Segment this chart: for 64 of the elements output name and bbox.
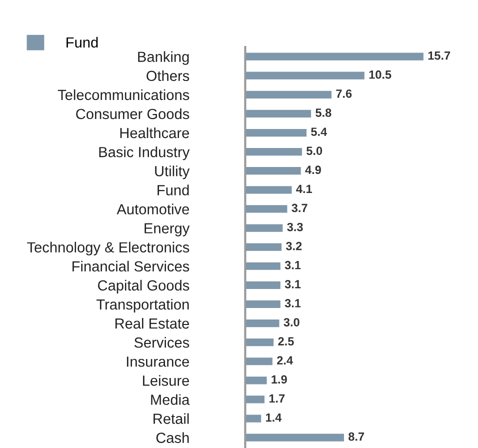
bar: [245, 262, 280, 270]
data-label: 3.2: [286, 242, 302, 250]
y-tick-label: Insurance: [126, 356, 190, 367]
data-label: 2.4: [277, 356, 293, 364]
y-tick-label: Leisure: [143, 375, 190, 386]
data-label: 3.1: [284, 260, 301, 270]
data-label: 3.3: [287, 222, 303, 232]
bar: [245, 281, 280, 289]
y-tick-label: Banking: [138, 51, 189, 65]
data-label: 5.4: [311, 128, 328, 136]
data-label: 5.8: [316, 108, 332, 117]
bar: [245, 319, 280, 328]
bar: [245, 396, 265, 404]
bar: [245, 414, 262, 422]
y-tick-label: Cash: [156, 432, 189, 444]
bar: [245, 224, 283, 232]
bar: [245, 358, 272, 366]
legend-label: Fund: [66, 36, 98, 48]
y-tick-label: Real Estate: [115, 318, 190, 329]
y-tick-label: Basic Industry: [99, 146, 190, 160]
bar: [245, 243, 282, 251]
y-tick-label: Financial Services: [72, 260, 190, 272]
y-tick-label: Retail: [154, 413, 189, 424]
y-tick-label: Healthcare: [120, 127, 190, 138]
y-tick-label: Media: [151, 394, 190, 405]
y-tick-label: Telecommunications: [58, 89, 190, 100]
y-tick-label: Transportation: [96, 298, 189, 313]
y-tick-label: Utility: [155, 166, 190, 180]
data-label: 1.4: [266, 413, 282, 422]
y-tick-label: Services: [134, 337, 190, 348]
bar: [245, 205, 288, 213]
y-tick-label: Energy: [144, 223, 190, 236]
y-tick-label: Fund: [158, 184, 189, 196]
data-label: 8.7: [348, 432, 364, 441]
data-label: 3.7: [292, 204, 308, 212]
bar: [245, 300, 280, 308]
data-label: 3.1: [284, 280, 301, 288]
data-label: 4.1: [296, 184, 312, 193]
y-tick-label: Automotive: [116, 204, 190, 214]
y-tick-label: Others: [146, 70, 190, 82]
bar: [245, 434, 344, 442]
bar: [245, 338, 274, 346]
bar: [245, 128, 307, 137]
data-label: 15.7: [428, 51, 450, 60]
bar: [245, 376, 267, 384]
bar: [245, 52, 424, 60]
y-tick-label: Technology & Electronics: [27, 242, 190, 256]
y-tick-label: Capital Goods: [98, 280, 190, 294]
bar: [245, 72, 364, 80]
data-label: 5.0: [306, 146, 322, 155]
bar: [245, 148, 302, 156]
data-label: 1.7: [269, 394, 285, 403]
bar: [245, 186, 292, 194]
data-label: 2.5: [278, 337, 294, 346]
data-label: 3.1: [284, 299, 301, 308]
y-tick-label: Consumer Goods: [76, 108, 190, 120]
data-label: 1.9: [272, 375, 287, 384]
bar: [245, 90, 332, 98]
bar: [245, 167, 301, 175]
data-label: 10.5: [369, 70, 392, 79]
data-label: 3.0: [284, 318, 300, 326]
data-label: 7.6: [336, 89, 352, 98]
data-label: 4.9: [305, 166, 321, 174]
bar: [245, 110, 312, 118]
